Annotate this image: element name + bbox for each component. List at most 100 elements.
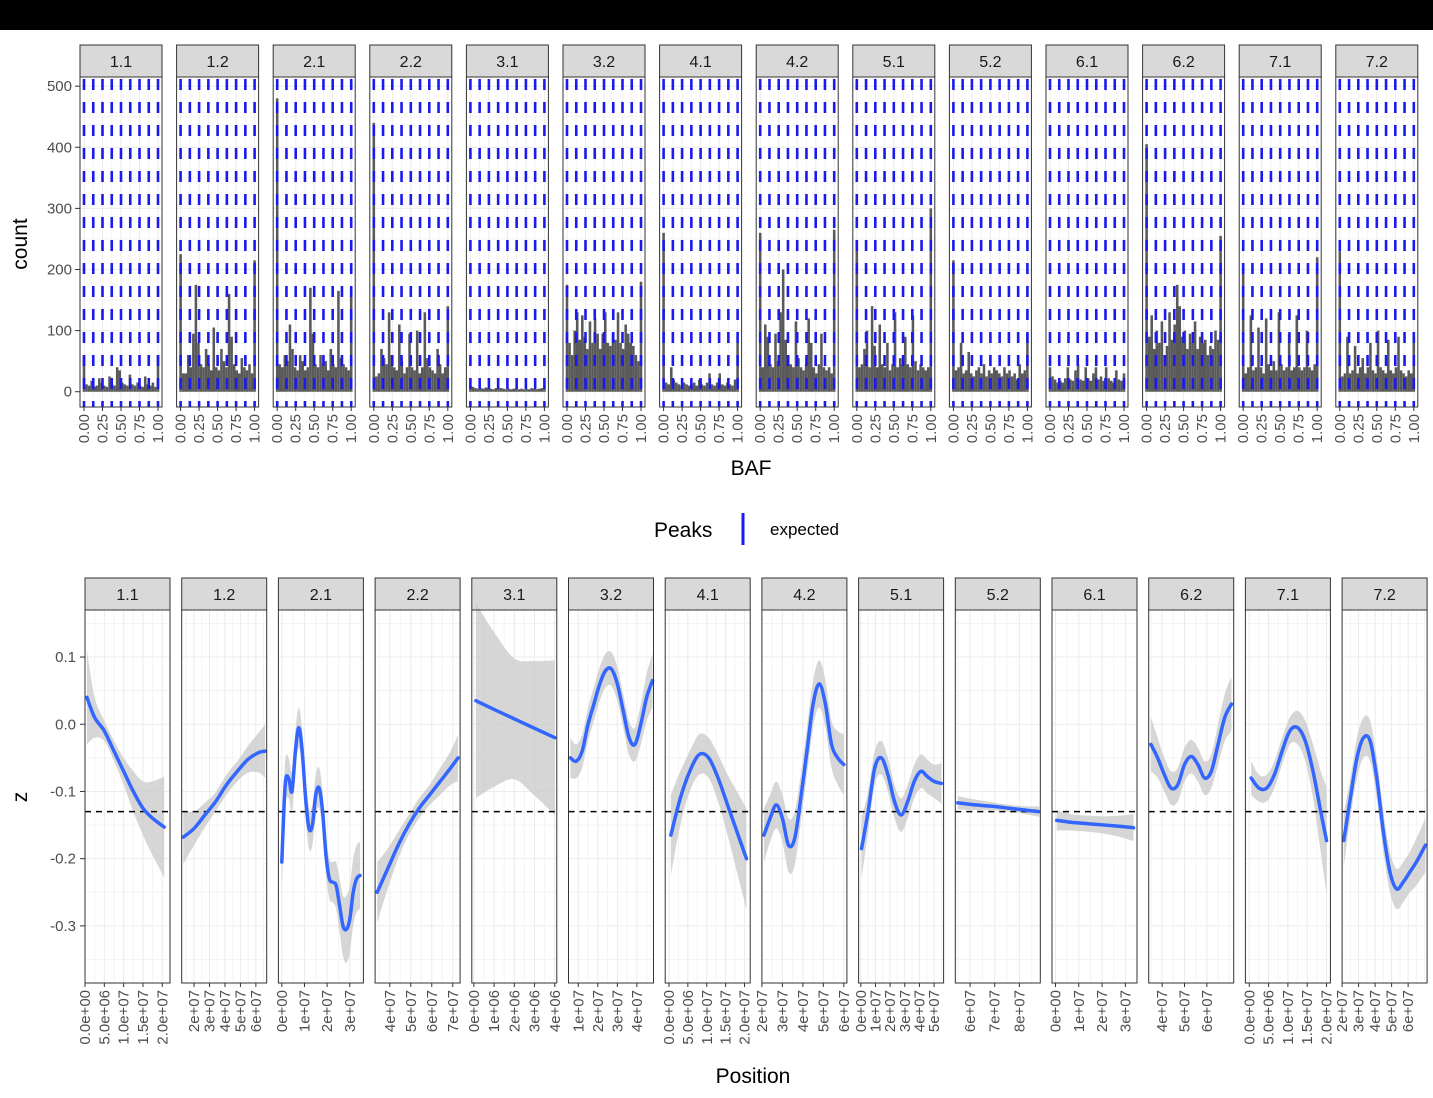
x-tick-label: 0e+00 — [853, 990, 870, 1032]
histogram-bar — [415, 330, 419, 392]
x-tick-label: 0.50 — [886, 414, 903, 443]
histogram-bar — [1102, 380, 1105, 392]
histogram-bar — [776, 361, 780, 392]
facet-strip — [277, 577, 364, 611]
histogram-bar — [238, 373, 241, 392]
panel-border — [181, 609, 268, 984]
x-tick-label: 3e+07 — [609, 990, 626, 1032]
facet-strip — [1142, 44, 1226, 78]
x-tick-label: 0.50 — [789, 414, 806, 443]
histogram-bar — [1353, 345, 1357, 392]
histogram-bar — [1282, 370, 1286, 392]
histogram-bar — [438, 364, 442, 392]
histogram-bar — [761, 367, 765, 392]
histogram-bar — [250, 373, 254, 392]
histogram-bar — [904, 336, 907, 392]
histogram-bar — [703, 385, 706, 392]
smooth-panel-2.2: 2.2 4e+07 5e+07 6e+07 7e+07 — [374, 577, 462, 1032]
y-tick-label: 500 — [47, 78, 72, 95]
histogram-bar — [1074, 370, 1077, 392]
x-tick-label: 7e+07 — [987, 990, 1004, 1032]
panel-border — [664, 609, 751, 984]
histogram-bar — [131, 384, 134, 392]
x-tick-label: 1.00 — [1406, 414, 1423, 443]
histogram-bar — [494, 388, 498, 392]
histogram-bar — [181, 373, 185, 392]
histogram-bar — [598, 348, 602, 392]
histogram-bar — [497, 388, 500, 392]
histogram-bar — [471, 386, 475, 392]
histogram-bar — [398, 324, 401, 392]
x-tick-label: 2e+07 — [590, 990, 607, 1032]
histogram-bar — [959, 342, 963, 392]
histogram-bar — [616, 312, 620, 392]
x-tick-label: 5e+07 — [926, 990, 943, 1032]
facet-strip — [948, 44, 1032, 78]
x-tick-label: 2e+07 — [1334, 990, 1351, 1032]
histogram-bar — [1292, 367, 1296, 392]
histogram-bar — [669, 367, 673, 392]
smooth-panel-3.2: 3.2 1e+07 2e+07 3e+07 4e+07 — [568, 577, 655, 1032]
x-tick-label: 4e+07 — [795, 990, 812, 1032]
x-tick-label: 0e+00 — [274, 990, 291, 1032]
x-tick-label: 0.25 — [1254, 414, 1271, 443]
histogram-bar — [316, 367, 320, 392]
histogram-bar — [486, 388, 490, 392]
histogram-bar — [901, 364, 905, 392]
histogram-bar — [723, 385, 727, 392]
x-tick-label: 1.00 — [536, 414, 553, 443]
histogram-bar — [1188, 333, 1192, 392]
histogram-bar — [321, 364, 325, 392]
histogram-bar — [1392, 373, 1395, 392]
histogram-bar — [619, 342, 622, 392]
histogram-bar — [812, 367, 816, 392]
histogram-bar — [929, 208, 933, 392]
x-tick-label: 0.00 — [1139, 414, 1156, 443]
histogram-bar — [873, 345, 876, 392]
smooth-line — [1342, 734, 1428, 891]
facet-strip-label: 4.2 — [786, 54, 808, 71]
histogram-bar — [830, 373, 833, 392]
confidence-ribbon — [377, 734, 459, 923]
histogram-bar — [634, 355, 638, 392]
confidence-ribbon — [86, 650, 165, 878]
histogram-bar — [194, 284, 198, 392]
confidence-ribbon — [1343, 715, 1426, 910]
histogram-bar — [392, 367, 396, 392]
histogram-bar — [911, 315, 915, 392]
facet-strip-label: 1.1 — [110, 54, 132, 71]
histogram-bar — [972, 376, 976, 392]
histogram-bar — [766, 336, 770, 392]
x-tick-label: 0.00 — [1042, 414, 1059, 443]
facet-strip — [954, 577, 1041, 611]
histogram-bar — [578, 339, 582, 392]
histogram-bar — [1338, 251, 1342, 392]
histogram-bar — [1214, 330, 1217, 392]
histogram-bar — [291, 348, 294, 392]
smooth-line — [375, 756, 460, 895]
histogram-bar — [975, 370, 978, 392]
histogram-bar — [85, 384, 88, 392]
histogram-bar — [624, 324, 627, 392]
histogram-bar — [596, 333, 599, 392]
x-tick-label: 6e+07 — [424, 990, 441, 1032]
x-tick-label: 1.00 — [1309, 414, 1326, 443]
histogram-bar — [1069, 379, 1072, 392]
x-tick-label: 0.25 — [867, 414, 884, 443]
histogram-bar — [1361, 358, 1365, 392]
histogram-bar — [1165, 345, 1169, 392]
histogram-bar — [588, 321, 592, 392]
histogram-bar — [792, 367, 795, 392]
facet-strip-label: 3.2 — [600, 587, 622, 604]
histogram-bar — [154, 386, 157, 392]
histogram-bar — [329, 348, 333, 392]
histogram-bar — [807, 318, 810, 392]
x-tick-label: 0.50 — [210, 414, 227, 443]
histogram-bar — [733, 379, 737, 392]
panel-background — [955, 610, 1041, 983]
histogram-bar — [509, 389, 513, 392]
histogram-bar — [1193, 321, 1197, 392]
histogram-bar — [1071, 380, 1075, 392]
histogram-bar — [209, 370, 213, 392]
